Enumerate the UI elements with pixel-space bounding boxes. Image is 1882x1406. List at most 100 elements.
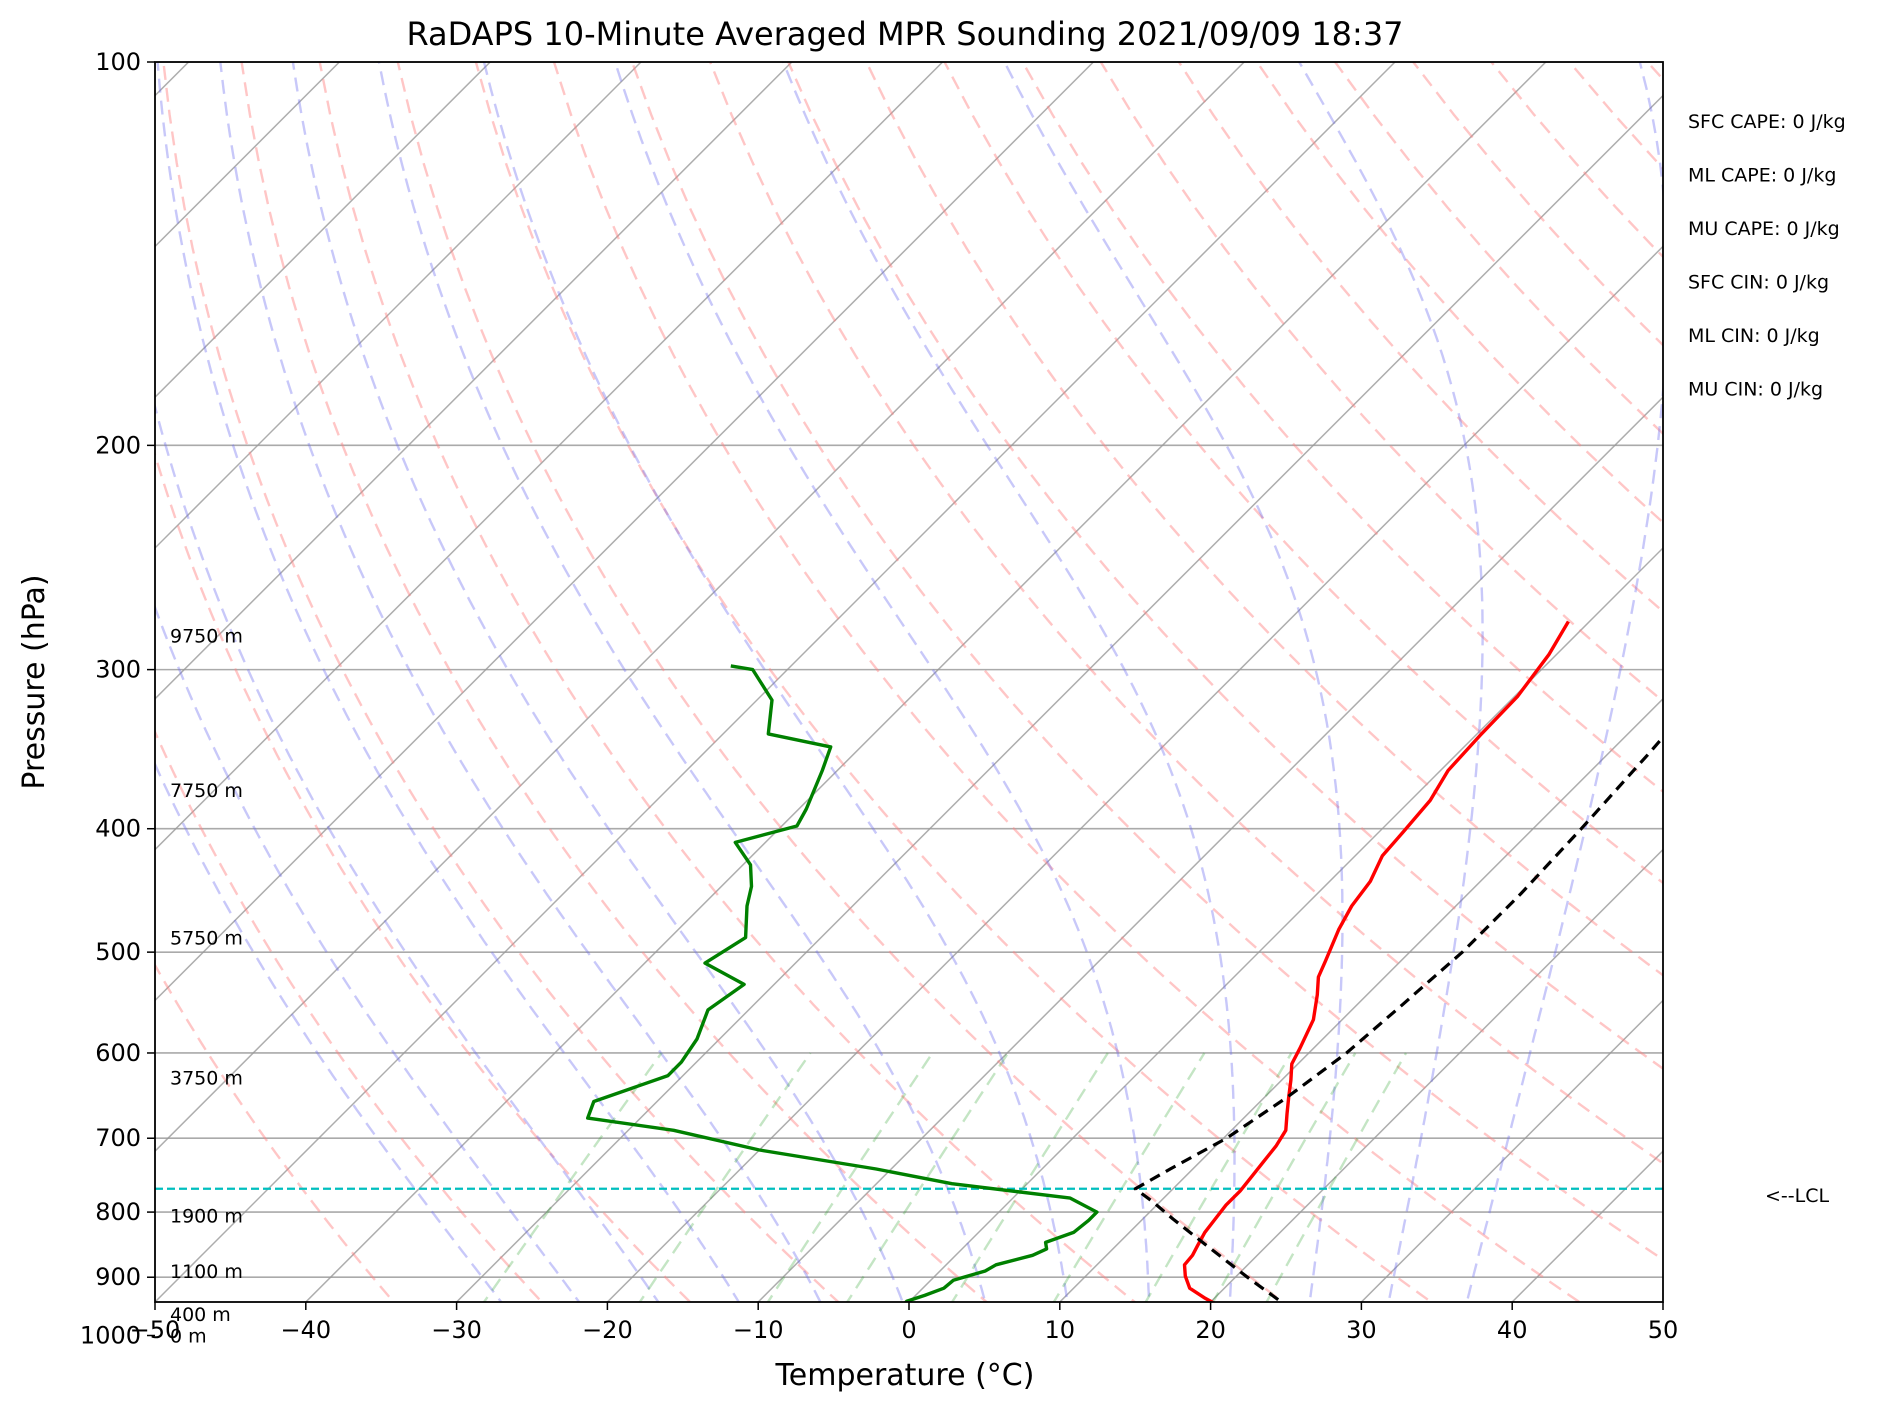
chart-title: RaDAPS 10-Minute Averaged MPR Sounding 2… [406, 15, 1403, 53]
height-label: 1900 m [170, 1206, 243, 1228]
stability-indices: SFC CAPE: 0 J/kg ML CAPE: 0 J/kg MU CAPE: … [1688, 111, 1846, 401]
y-tick-label: 100 [95, 48, 141, 76]
moist-adiabat [1298, 62, 1484, 1302]
moist-adiabat [1003, 62, 1344, 1302]
dry-adiabat [1726, 62, 1882, 1363]
isotherm-gridline [155, 62, 642, 550]
y-tick-label: 1000 [80, 1322, 141, 1350]
dry-adiabat [552, 62, 1582, 1302]
moist-adiabat [782, 62, 1236, 1302]
isotherm-gridline [155, 62, 793, 700]
dry-adiabat [240, 62, 989, 1302]
index-label: MU CIN: 0 J/kg [1688, 379, 1823, 401]
lcl-label: <--LCL [1765, 1185, 1829, 1207]
moist-adiabat [291, 62, 904, 1302]
moist-adiabat [155, 604, 581, 1302]
y-tick-label: 200 [95, 431, 141, 459]
y-tick-label: 600 [95, 1039, 141, 1067]
dry-adiabat [155, 450, 692, 1302]
y-axis-label: Pressure (hPa) [17, 574, 52, 789]
mixing-ratio-line [845, 1052, 1010, 1302]
dry-adiabat [787, 62, 1663, 1071]
index-label: ML CIN: 0 J/kg [1688, 325, 1820, 347]
index-label: MU CAPE: 0 J/kg [1688, 218, 1840, 240]
moist-adiabat [613, 62, 1151, 1302]
x-tick-label: 30 [1346, 1316, 1377, 1344]
isotherm-gridline [304, 62, 1547, 1302]
dry-adiabat [1646, 62, 1663, 82]
isotherm-gridline [1360, 999, 1663, 1302]
x-tick-label: 20 [1195, 1316, 1226, 1344]
isotherm-gridline [455, 94, 1663, 1302]
dry-adiabat [865, 62, 1663, 977]
temperature-line [1182, 620, 1570, 1302]
dry-adiabat [1099, 62, 1663, 703]
height-label: 9750 m [170, 625, 243, 647]
mixing-ratio-line [1265, 1052, 1408, 1302]
dry-adiabat [1021, 62, 1663, 794]
isotherm-gridline [757, 396, 1663, 1302]
plot-frame [154, 61, 1664, 1303]
x-tick-label: 0 [901, 1316, 916, 1344]
isotherm-gridline [155, 62, 1094, 1002]
x-tick-label: −50 [130, 1316, 181, 1344]
isotherm-gridline [1753, 62, 1882, 1362]
isotherm-gridline [1058, 697, 1663, 1302]
dry-adiabat [155, 729, 544, 1302]
moist-adiabat [219, 62, 822, 1302]
moist-adiabat [1465, 62, 1663, 1302]
isotherm-gridline [155, 62, 1245, 1153]
data-lines [155, 620, 1663, 1302]
dry-adiabat [1334, 62, 1663, 436]
parcel-line [1133, 734, 1663, 1302]
isotherm-gridline [1661, 1300, 1663, 1302]
moist-adiabat [156, 62, 741, 1302]
height-label: 400 m [170, 1304, 231, 1326]
mixing-ratio-line [482, 1052, 663, 1302]
x-tick-label: 40 [1497, 1316, 1528, 1344]
mixing-ratio-line [1052, 1052, 1206, 1302]
height-labels: 9750 m 7750 m 5750 m 3750 m 1900 m 1100 m 400 … [170, 625, 243, 1347]
dry-adiabat [162, 62, 841, 1302]
moist-adiabat [482, 62, 1069, 1302]
isotherm-gridline [155, 62, 1396, 1302]
isotherm-gridline [606, 245, 1663, 1302]
dry-adiabat [1490, 62, 1663, 259]
mixing-ratio-line [950, 1052, 1109, 1302]
height-label: 5750 m [170, 928, 243, 950]
isotherm-gridline [1209, 848, 1663, 1302]
index-label: SFC CIN: 0 J/kg [1688, 272, 1829, 294]
y-tick-label: 700 [95, 1124, 141, 1152]
y-tick-label: 300 [95, 656, 141, 684]
dewpoint-line [586, 664, 1099, 1302]
height-label: 3750 m [170, 1067, 243, 1089]
dry-adiabat [1177, 62, 1663, 614]
y-tick-label: 900 [95, 1263, 141, 1291]
x-tick-label: −10 [733, 1316, 784, 1344]
plot-area [155, 62, 1882, 1363]
mixing-ratio-line [638, 1052, 812, 1302]
y-tick-label: 500 [95, 938, 141, 966]
index-label: SFC CAPE: 0 J/kg [1688, 111, 1846, 133]
moist-adiabat [155, 761, 503, 1302]
height-label: 7750 m [170, 780, 243, 802]
x-tick-label: −20 [582, 1316, 633, 1344]
y-tick-label: 800 [95, 1198, 141, 1226]
isotherm-gridline [1511, 1150, 1663, 1302]
y-tick-label: 400 [95, 815, 141, 843]
dry-adiabat [474, 62, 1434, 1302]
index-label: ML CAPE: 0 J/kg [1688, 165, 1836, 187]
dry-adiabat [155, 962, 396, 1302]
y-axis: 100 200 300 400 500 600 700 800 900 1000 [80, 48, 155, 1350]
dry-adiabat [943, 62, 1663, 885]
x-tick-label: −40 [280, 1316, 331, 1344]
x-axis: −50 −40 −30 −20 −10 0 10 20 30 40 50 [130, 1302, 1678, 1344]
x-tick-label: 10 [1045, 1316, 1076, 1344]
dry-adiabat [630, 62, 1663, 1262]
x-axis-label: Temperature (°C) [775, 1358, 1035, 1393]
dry-adiabat [396, 62, 1285, 1302]
height-label: 0 m [170, 1326, 207, 1348]
dry-adiabat [318, 62, 1137, 1302]
isotherm-gridline [155, 62, 944, 851]
